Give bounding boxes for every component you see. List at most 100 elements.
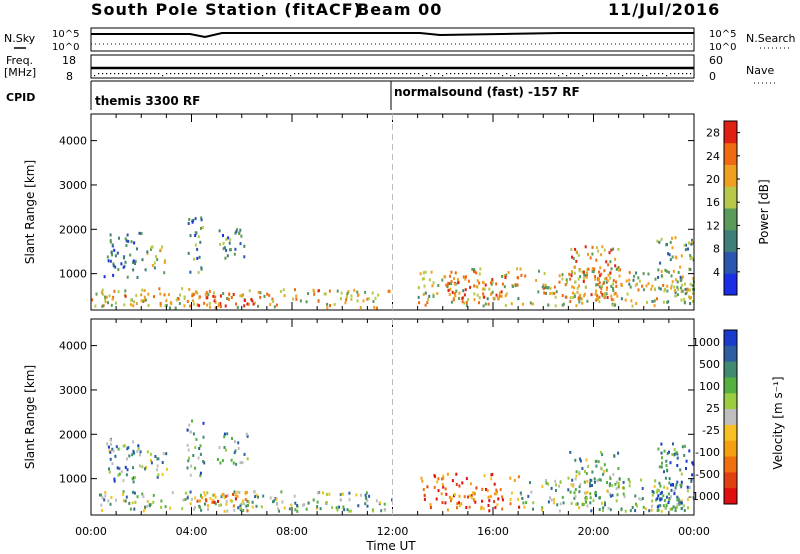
echo-cell	[442, 485, 445, 489]
echo-cell	[659, 492, 662, 496]
echo-cell	[190, 464, 193, 468]
echo-cell	[140, 232, 143, 235]
nave-dot	[438, 73, 440, 75]
echo-cell	[664, 506, 667, 510]
echo-cell	[240, 502, 243, 506]
echo-cell	[660, 269, 663, 273]
echo-cell	[294, 501, 297, 505]
echo-cell	[657, 504, 660, 508]
echo-cell	[689, 302, 692, 305]
nave-dot	[390, 73, 392, 75]
echo-cell	[594, 277, 597, 281]
echo-cell	[525, 501, 528, 505]
echo-cell	[676, 480, 679, 484]
echo-cell	[110, 303, 113, 307]
echo-cell	[464, 288, 467, 292]
echo-cell	[659, 504, 662, 508]
echo-cell	[561, 303, 564, 307]
echo-cell	[613, 454, 616, 458]
echo-cell	[571, 291, 574, 295]
echo-cell	[278, 509, 280, 513]
echo-cell	[159, 292, 162, 296]
echo-cell	[660, 509, 663, 513]
echo-cell	[608, 484, 611, 488]
echo-cell	[383, 502, 386, 506]
echo-cell	[670, 483, 672, 487]
nave-dot	[350, 73, 352, 75]
nave-dot	[666, 75, 668, 77]
echo-cell	[202, 421, 205, 425]
echo-cell	[229, 238, 232, 242]
nave-dot	[522, 73, 524, 75]
echo-cell	[691, 284, 694, 287]
echo-cell	[517, 297, 520, 301]
echo-cell	[675, 483, 678, 487]
echo-cell	[655, 498, 658, 502]
echo-cell	[668, 498, 671, 502]
echo-cell	[603, 292, 606, 296]
echo-cell	[532, 507, 534, 511]
echo-cell	[103, 498, 106, 502]
nave-dot	[654, 73, 656, 75]
echo-cell	[513, 479, 516, 482]
nave-dot	[534, 73, 536, 75]
echo-cell	[665, 464, 668, 467]
echo-cell	[527, 494, 530, 498]
echo-cell	[495, 282, 498, 286]
echo-cell	[487, 302, 490, 306]
echo-cell	[688, 449, 691, 453]
nave-dot	[598, 73, 600, 75]
echo-cell	[146, 504, 149, 508]
station-title: South Pole Station (fitACF)	[91, 0, 362, 19]
echo-cell	[239, 506, 242, 510]
echo-cell	[474, 500, 477, 504]
echo-cell	[317, 289, 320, 293]
echo-cell	[189, 473, 192, 477]
echo-cell	[380, 509, 383, 513]
echo-cell	[341, 492, 344, 496]
cpid-label: CPID	[6, 91, 35, 104]
colorbar-tick-label: 1000	[692, 336, 720, 349]
echo-cell	[171, 491, 174, 495]
echo-cell	[225, 248, 228, 252]
echo-cell	[165, 299, 168, 303]
echo-cell	[579, 297, 582, 301]
echo-cell	[665, 243, 668, 247]
echo-cell	[481, 499, 484, 503]
echo-cell	[160, 499, 163, 503]
echo-cell	[109, 240, 112, 244]
nsky-tick-bottom: 10^0	[52, 42, 79, 53]
echo-cell	[165, 303, 168, 307]
echo-cell	[169, 506, 172, 510]
nave-dot	[374, 73, 376, 75]
echo-cell	[685, 243, 687, 247]
echo-cell	[107, 259, 110, 263]
echo-cell	[662, 300, 665, 304]
echo-cell	[236, 490, 239, 494]
echo-cell	[455, 482, 458, 486]
echo-cell	[253, 490, 256, 494]
echo-cell	[612, 303, 615, 307]
echo-cell	[653, 304, 656, 308]
colorbar-swatch	[724, 142, 737, 165]
echo-cell	[674, 506, 677, 510]
echo-cell	[668, 477, 671, 481]
echo-cell	[366, 504, 369, 508]
nave-dot	[494, 73, 496, 75]
echo-cell	[144, 505, 146, 509]
echo-cell	[115, 498, 117, 502]
echo-cell	[656, 297, 658, 301]
echo-cell	[680, 499, 683, 503]
echo-cell	[272, 299, 274, 303]
echo-cell	[248, 289, 251, 293]
echo-cell	[232, 492, 235, 496]
echo-cell	[224, 304, 227, 308]
nave-dot	[250, 73, 252, 75]
echo-cell	[657, 268, 660, 272]
echo-cell	[340, 297, 342, 301]
echo-cell	[596, 293, 599, 297]
echo-cell	[141, 299, 144, 303]
echo-cell	[109, 259, 112, 263]
echo-cell	[139, 450, 142, 454]
echo-cell	[578, 269, 581, 273]
